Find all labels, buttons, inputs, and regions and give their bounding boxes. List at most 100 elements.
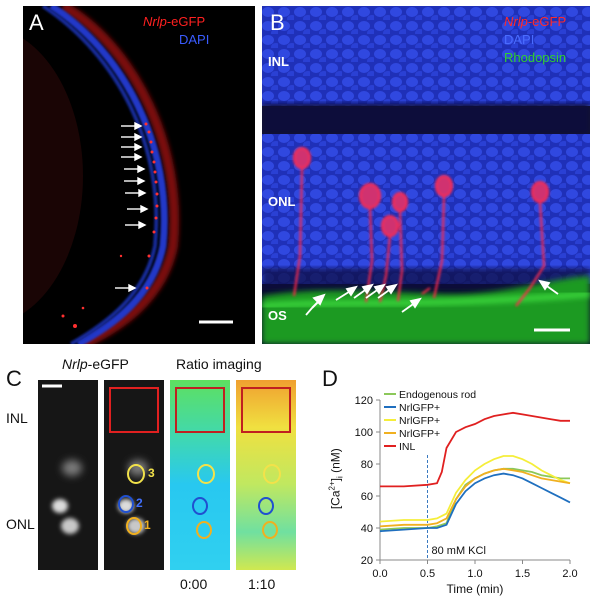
legend-marker-b: Nrlp [504, 14, 528, 29]
opl-layer [262, 104, 590, 134]
panel-c-letter: C [6, 366, 22, 391]
tissue-red-band [60, 6, 180, 344]
y-axis-label: [Ca2+]i (nM) [327, 429, 344, 529]
time-label-end: 1:10 [248, 576, 276, 592]
legend-label-3: NrlGFP+ [399, 428, 440, 440]
x-tick-label-0: 0.0 [372, 568, 387, 580]
y-tick-label-0: 20 [361, 555, 373, 567]
egfp-cells [293, 147, 549, 307]
arrow-2 [121, 132, 143, 142]
legend-label-0: Endogenous rod [399, 389, 476, 401]
legend-marker-suffix: -eGFP [166, 14, 206, 29]
cell-3 [379, 215, 399, 303]
arrow-b5 [377, 283, 398, 299]
roi-3 [127, 464, 145, 484]
cell-4 [392, 192, 408, 302]
panel-b: B Nrlp-eGFP DAPI Rhodopsin INL ONL OS [262, 6, 590, 344]
arrows-b [305, 279, 559, 316]
y-tick-label-3: 80 [361, 459, 373, 471]
y-tick-label-4: 100 [355, 427, 373, 439]
x-tick-label-1: 0.5 [420, 568, 435, 580]
time-label-start: 0:00 [180, 576, 208, 592]
arrow-4 [121, 152, 143, 162]
panel-a: A Nrlp-eGFP DAPI [23, 6, 255, 344]
roi-1 [126, 517, 142, 535]
chart-series [379, 411, 571, 533]
egfp-image-2 [104, 380, 164, 570]
kcl-annotation: 80 mM KCl [432, 545, 486, 557]
legend-label-1: NrlGFP+ [399, 402, 440, 414]
legend-label-4: INL [399, 441, 416, 453]
arrow-9 [125, 220, 147, 230]
roi-inl-box [109, 387, 159, 433]
series-line-4 [380, 411, 570, 488]
title-marker: Nrlp [62, 356, 88, 372]
ylabel-rest: ] [328, 478, 343, 482]
y-tick-label-5: 120 [355, 395, 373, 407]
ratio-image-0-00 [170, 380, 230, 570]
arrow-7 [125, 188, 147, 198]
panel-a-legend-dapi: DAPI [179, 32, 210, 47]
title-marker-suffix: -eGFP [87, 356, 129, 372]
chart-axes: 20 40 60 80 100 120 0.0 0.5 1.0 1.5 2.0 Time (min) 8… [355, 395, 578, 596]
row-label-onl: ONL [6, 516, 35, 532]
roi-2 [118, 495, 134, 513]
series-line-1 [379, 472, 571, 533]
onl-layer [262, 134, 590, 284]
roi-label-2: 2 [136, 496, 143, 510]
layer-label-os: OS [268, 308, 287, 323]
panel-c-images [38, 380, 296, 570]
arrow-b6 [401, 297, 422, 313]
arrow-1 [121, 121, 143, 131]
arrow-b4 [365, 283, 386, 299]
y-tick-label-2: 60 [361, 491, 373, 503]
egfp-speckles [61, 122, 159, 328]
arrows-group [115, 121, 149, 293]
arrow-b1 [305, 293, 326, 316]
arrow-b3 [353, 283, 374, 299]
panel-c-title-ratio: Ratio imaging [176, 356, 262, 372]
ylabel-main: [Ca [328, 490, 343, 510]
x-axis-label: Time (min) [447, 582, 504, 596]
row-label-inl: INL [6, 410, 28, 426]
panel-b-legend-dapi: DAPI [504, 32, 535, 47]
legend-label-2: NrlGFP+ [399, 415, 440, 427]
panel-d-letter: D [322, 366, 338, 391]
chart-d: 20 40 60 80 100 120 0.0 0.5 1.0 1.5 2.0 Time (min) 8… [355, 389, 578, 596]
panel-c-title-egfp: Nrlp-eGFP [62, 356, 129, 372]
ylabel-unit: (nM) [328, 448, 343, 477]
os-rhodopsin-layer [262, 276, 590, 344]
y-tick-label-1: 40 [361, 523, 373, 535]
cell-7 [421, 287, 431, 295]
series-line-3 [379, 467, 571, 528]
retina-blue-band [49, 6, 168, 344]
arrow-6 [124, 176, 146, 186]
x-tick-label-4: 2.0 [562, 568, 577, 580]
egfp-image-1 [38, 380, 98, 570]
panel-a-legend-egfp: Nrlp-eGFP [143, 14, 205, 29]
cell-6 [515, 181, 549, 307]
arrow-b7 [538, 279, 559, 295]
layer-label-inl: INL [268, 54, 289, 69]
series-line-2 [379, 455, 571, 523]
cell-5 [433, 175, 453, 299]
cell-1 [293, 147, 311, 297]
panel-b-legend-egfp: Nrlp-eGFP [504, 14, 566, 29]
roi-label-1: 1 [144, 518, 151, 532]
panel-b-legend-rhodopsin: Rhodopsin [504, 50, 567, 65]
x-tick-label-3: 1.5 [515, 568, 530, 580]
panel-b-letter: B [270, 10, 285, 35]
arrow-3 [121, 142, 143, 152]
legend-marker-suffix-b: -eGFP [527, 14, 567, 29]
ratio-image-1-10 [236, 380, 296, 570]
arrow-8 [127, 204, 149, 214]
roi-label-3: 3 [148, 466, 155, 480]
cell-2 [359, 183, 381, 303]
panel-a-micrograph [23, 6, 233, 344]
legend-marker: Nrlp [143, 14, 167, 29]
arrow-b2 [335, 285, 358, 301]
arrow-5 [124, 164, 146, 174]
layer-label-onl: ONL [268, 194, 296, 209]
lens-shadow [23, 38, 83, 314]
